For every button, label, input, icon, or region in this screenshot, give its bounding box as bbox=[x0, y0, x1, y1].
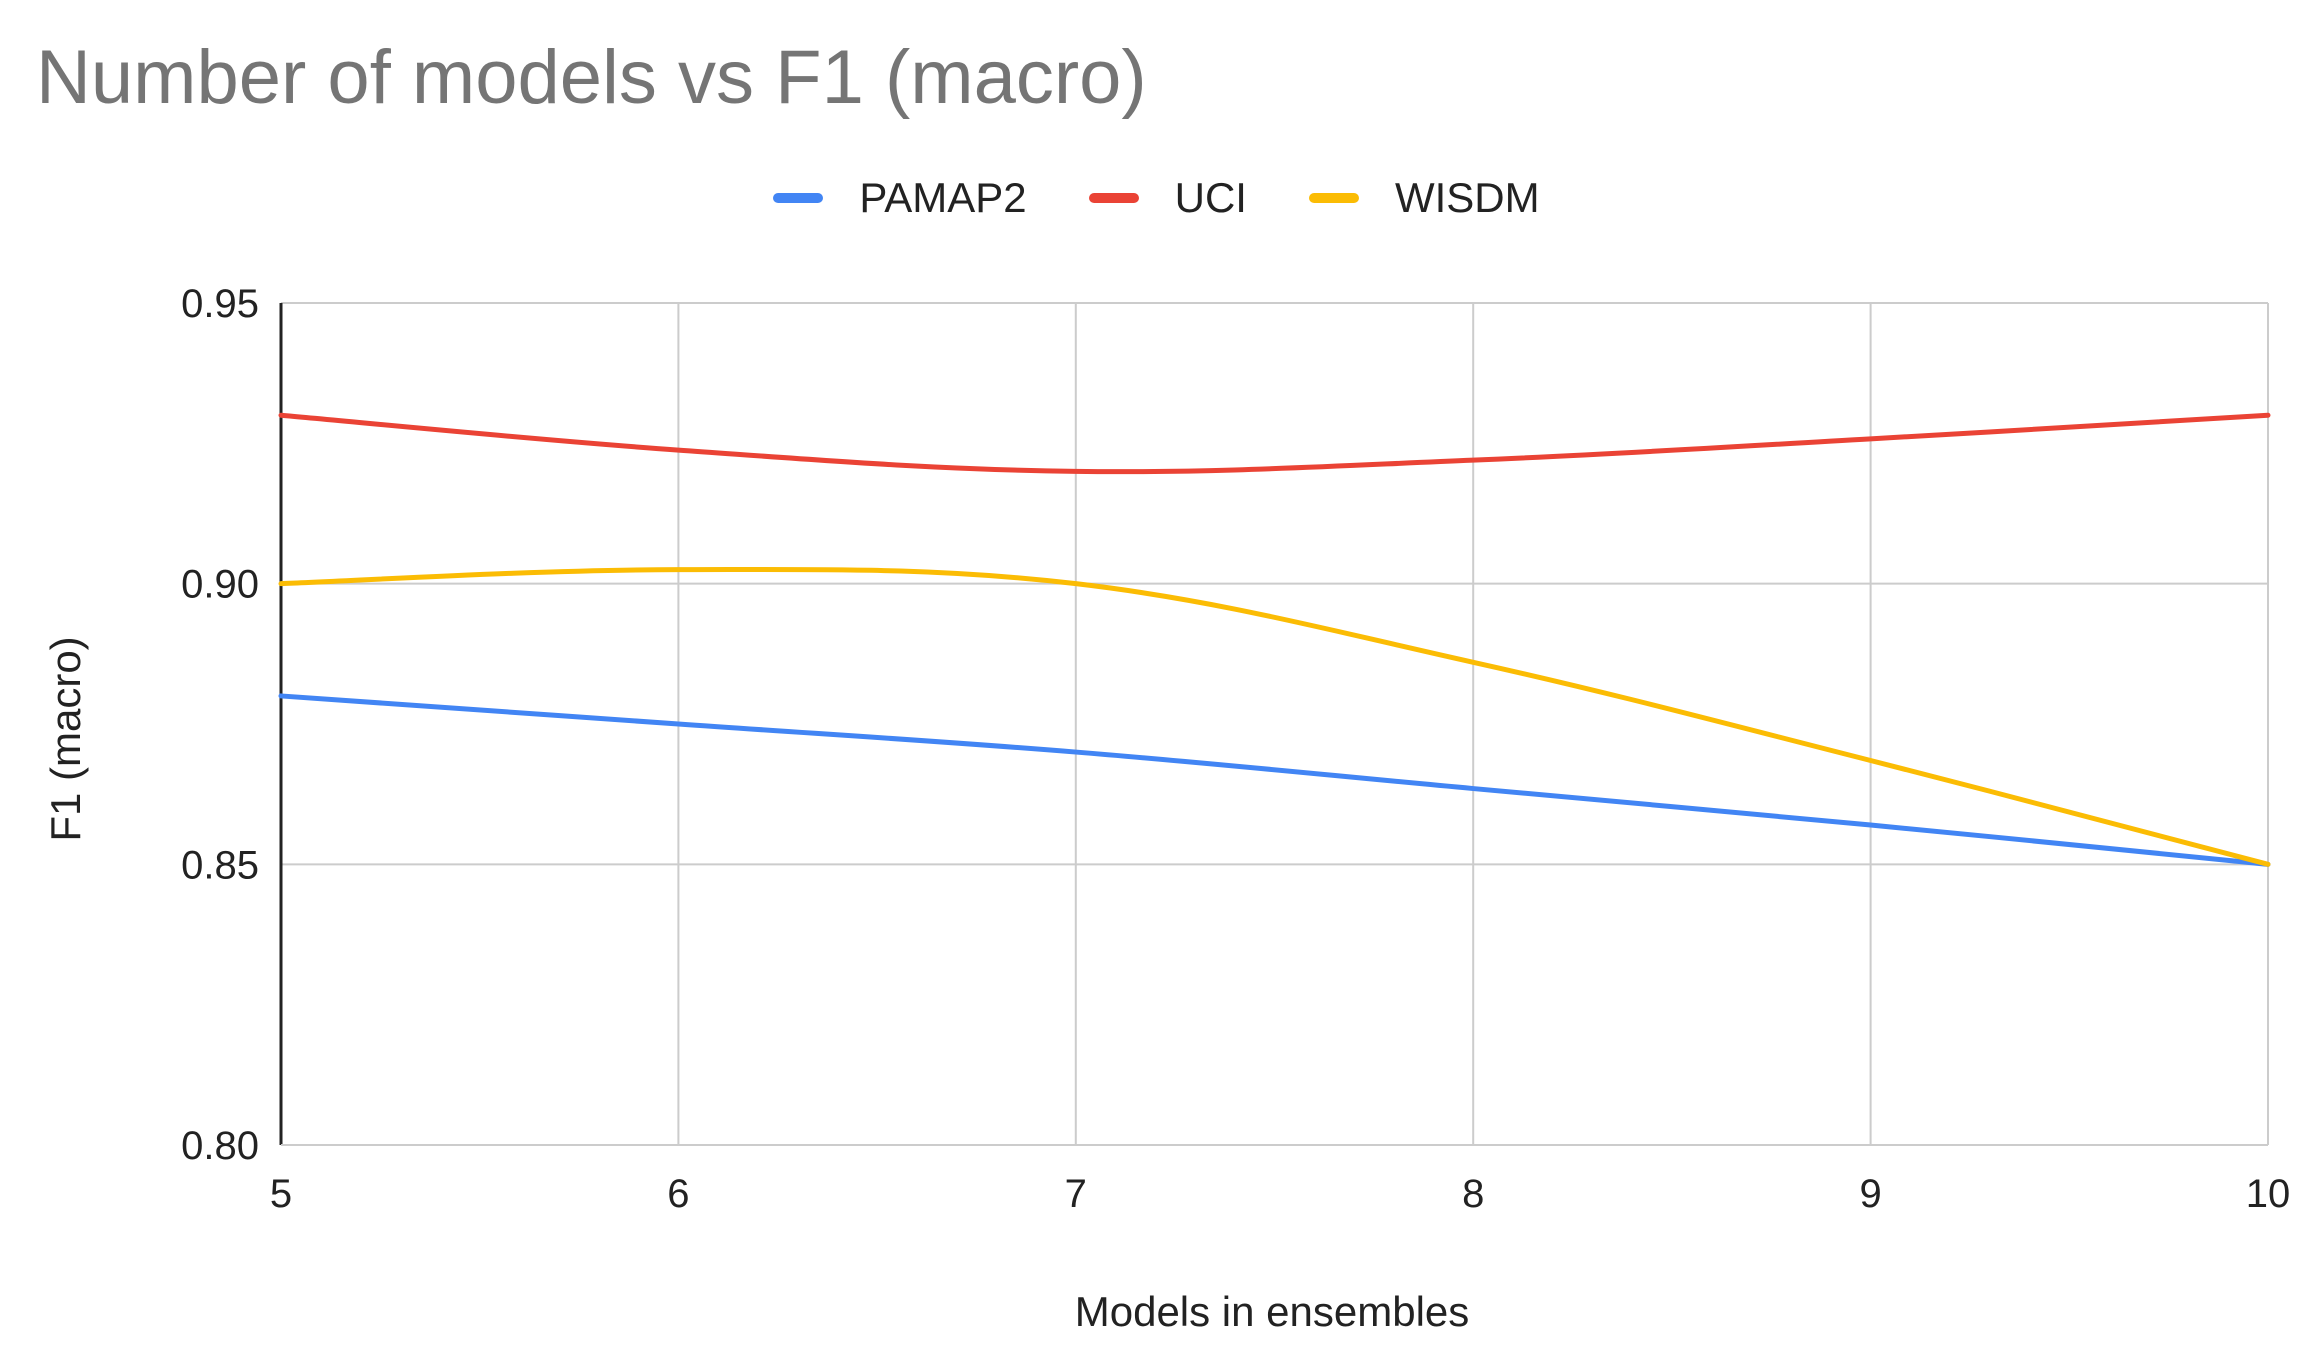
series-line-pamap2[interactable] bbox=[278, 693, 2271, 867]
series-layer bbox=[278, 412, 2271, 867]
legend-swatch-pamap2 bbox=[773, 193, 824, 203]
legend-swatch-uci bbox=[1088, 193, 1139, 203]
x-tick-label: 9 bbox=[1859, 1172, 1881, 1216]
y-tick-label: 0.90 bbox=[181, 563, 259, 607]
tick-layer: 5 6 7 8 9 10 0.80 0.85 0.90 0.95 bbox=[181, 282, 2290, 1216]
legend-swatch-wisdm bbox=[1308, 193, 1359, 203]
x-tick-label: 10 bbox=[2246, 1172, 2291, 1216]
series-line-uci[interactable] bbox=[278, 412, 2271, 475]
legend-item-wisdm[interactable]: WISDM bbox=[1308, 174, 1540, 222]
axis-layer bbox=[279, 303, 2268, 1146]
y-tick-label: 0.85 bbox=[181, 843, 259, 887]
legend: PAMAP2 UCI WISDM bbox=[0, 168, 2313, 228]
x-tick-label: 6 bbox=[667, 1172, 689, 1216]
grid-layer bbox=[281, 302, 2269, 1145]
chart-title: Number of models vs F1 (macro) bbox=[36, 35, 1147, 120]
y-tick-label: 0.95 bbox=[181, 282, 259, 326]
series-line-wisdm[interactable] bbox=[278, 566, 2271, 867]
y-axis-title: F1 (macro) bbox=[42, 636, 89, 842]
legend-item-pamap2[interactable]: PAMAP2 bbox=[773, 174, 1027, 222]
x-tick-label: 8 bbox=[1462, 1172, 1484, 1216]
x-tick-label: 7 bbox=[1065, 1172, 1087, 1216]
legend-label-pamap2: PAMAP2 bbox=[859, 174, 1027, 221]
x-axis-title: Models in ensembles bbox=[1074, 1288, 1470, 1335]
legend-label-wisdm: WISDM bbox=[1394, 174, 1540, 221]
x-tick-label: 5 bbox=[270, 1172, 292, 1216]
y-tick-label: 0.80 bbox=[181, 1124, 259, 1168]
legend-item-uci[interactable]: UCI bbox=[1088, 174, 1247, 222]
legend-label-uci: UCI bbox=[1174, 174, 1247, 221]
